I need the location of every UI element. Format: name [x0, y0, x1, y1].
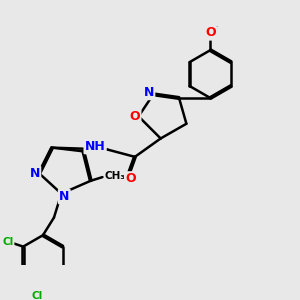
- Text: N: N: [30, 167, 40, 180]
- Text: O: O: [205, 26, 216, 39]
- Text: NH: NH: [85, 140, 106, 153]
- Text: O: O: [125, 172, 136, 185]
- Text: N: N: [144, 86, 154, 99]
- Text: N: N: [59, 190, 70, 203]
- Text: Cl: Cl: [2, 237, 14, 247]
- Text: CH₃: CH₃: [104, 171, 125, 181]
- Text: O: O: [130, 110, 140, 123]
- Text: Cl: Cl: [32, 291, 43, 300]
